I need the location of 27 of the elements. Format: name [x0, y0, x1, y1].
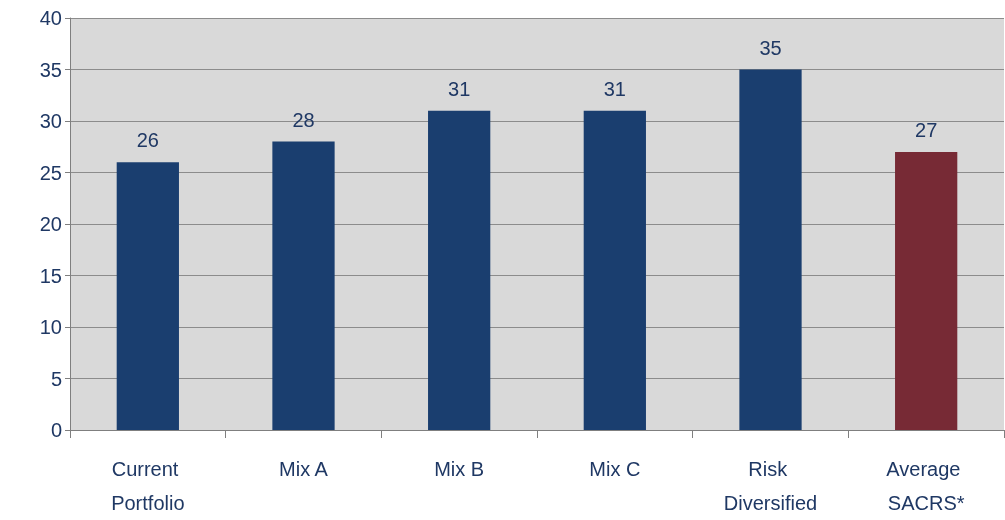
bar	[739, 69, 802, 430]
y-tick-label: 35	[39, 58, 62, 81]
data-label: 27	[915, 118, 938, 141]
y-tick-label: 0	[50, 419, 62, 441]
bar	[116, 162, 179, 430]
bar	[428, 110, 491, 430]
y-tick-label: 15	[39, 264, 62, 287]
bar	[583, 110, 646, 430]
x-tick-label: Risk Diversified	[723, 458, 818, 514]
y-tick-label: 40	[39, 7, 62, 29]
data-label: 31	[448, 77, 471, 100]
y-tick-label: 25	[39, 161, 62, 184]
x-tick-label: Mix A	[279, 458, 329, 480]
x-tick-label: Mix C	[589, 458, 641, 480]
data-label: 26	[136, 129, 159, 152]
y-tick-label: 30	[39, 110, 62, 132]
bar	[272, 141, 335, 430]
x-tick-label: Average SACRS*	[886, 458, 967, 514]
data-label: 35	[759, 36, 782, 59]
data-label: 31	[603, 77, 626, 100]
y-tick-label: 10	[39, 316, 62, 338]
y-tick-label: 20	[39, 213, 62, 235]
bar	[895, 151, 958, 430]
data-label: 28	[292, 108, 315, 131]
x-tick-label: Mix B	[434, 458, 485, 480]
x-tick-label: Current Portfolio	[111, 458, 185, 514]
y-tick-label: 5	[50, 367, 62, 390]
